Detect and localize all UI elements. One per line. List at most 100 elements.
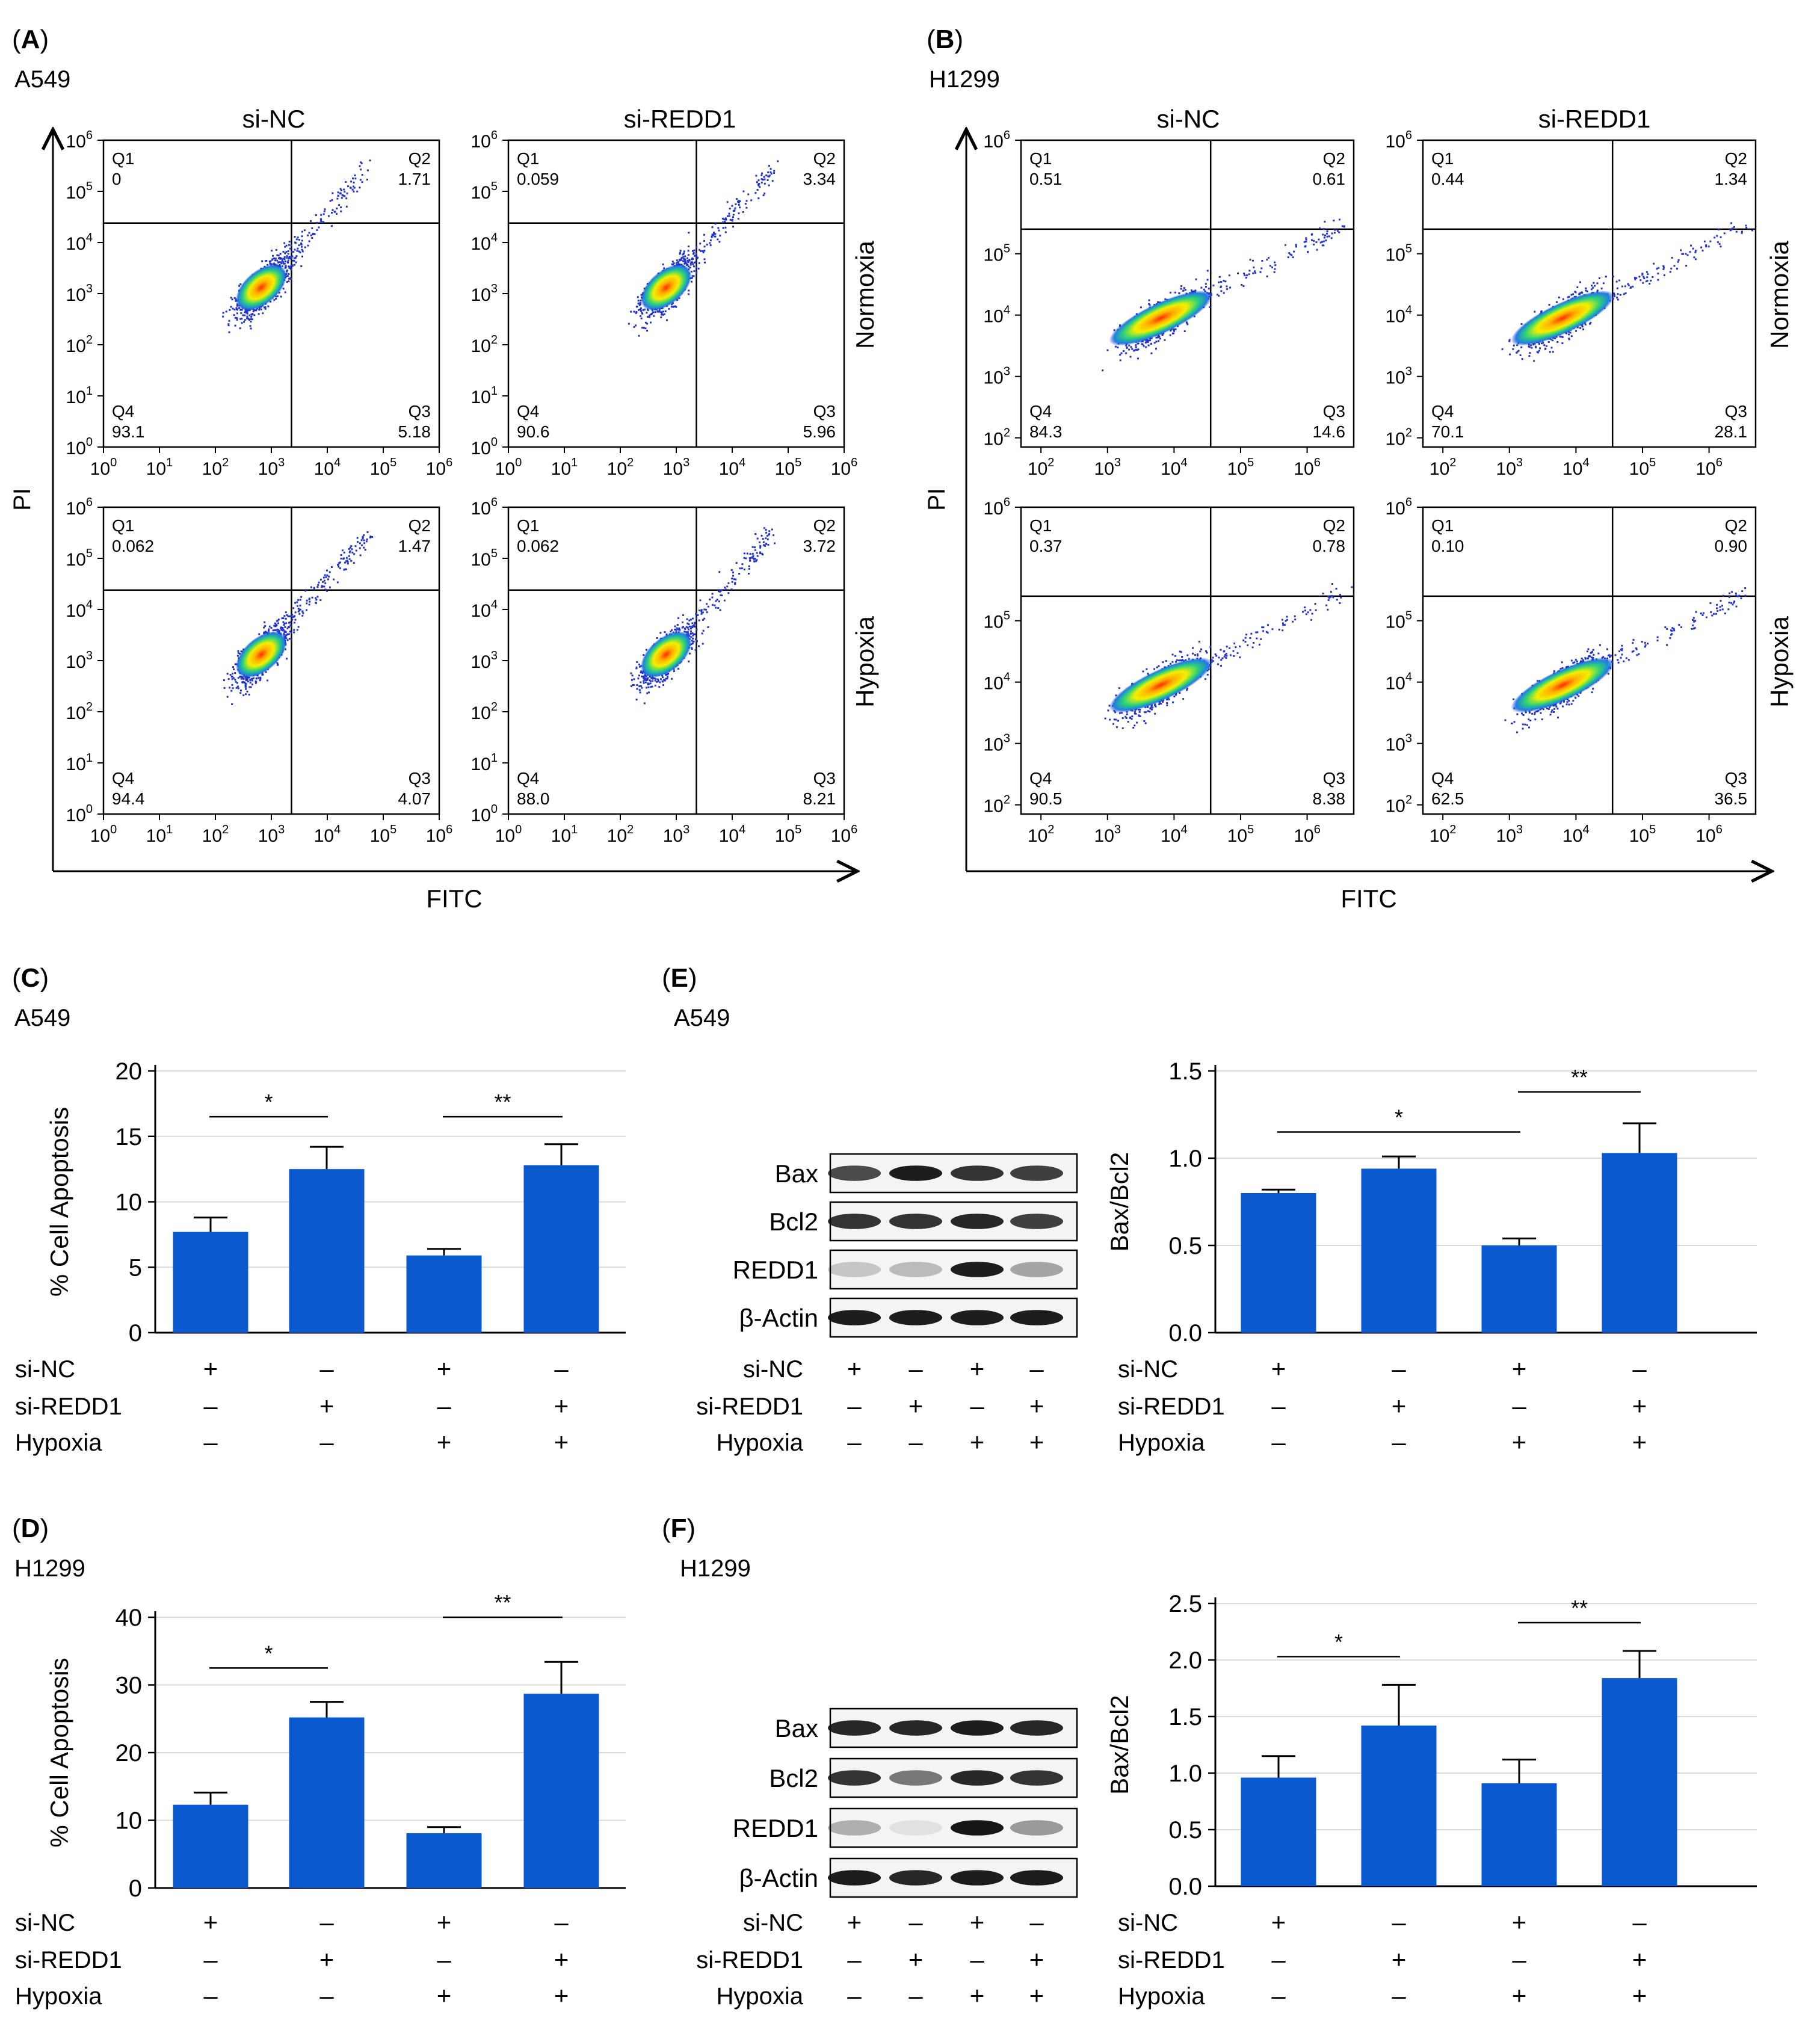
tick-base: 10 — [984, 430, 1004, 449]
event-dot — [1157, 336, 1159, 339]
event-dot — [245, 683, 247, 685]
event-dot — [1117, 346, 1119, 348]
event-dot — [720, 594, 722, 596]
event-dot — [640, 670, 643, 673]
event-dot — [353, 181, 355, 184]
tick-exponent: 2 — [222, 823, 229, 836]
event-dot — [334, 211, 336, 213]
event-dot — [662, 264, 664, 266]
event-dot — [757, 179, 760, 182]
event-dot — [640, 671, 642, 674]
event-dot — [715, 600, 717, 602]
event-dot — [729, 208, 731, 210]
event-dot — [363, 534, 365, 537]
event-dot — [754, 533, 757, 535]
event-dot — [630, 685, 632, 687]
tick-base: 10 — [471, 499, 491, 519]
event-dot — [330, 566, 333, 569]
tick-exponent: 1 — [86, 384, 93, 398]
tick-base: 10 — [984, 368, 1004, 388]
event-dot — [1554, 337, 1556, 339]
event-dot — [1528, 355, 1531, 357]
x-tick-label: 103 — [1094, 456, 1121, 479]
event-dot — [317, 584, 319, 586]
event-dot — [230, 689, 233, 692]
event-dot — [339, 192, 341, 194]
tick-exponent: 6 — [1314, 456, 1321, 469]
q2-value: 1.71 — [398, 170, 431, 188]
event-dot — [299, 599, 301, 601]
event-dot — [637, 302, 640, 304]
event-dot — [688, 259, 691, 262]
event-dot — [239, 283, 242, 286]
event-dot — [682, 256, 685, 258]
event-dot — [641, 312, 644, 315]
event-dot — [686, 264, 688, 267]
event-dot — [350, 560, 353, 562]
event-dot — [1322, 244, 1325, 247]
event-dot — [762, 538, 764, 540]
event-dot — [759, 551, 762, 554]
y-tick-label: 104 — [984, 304, 1011, 327]
event-dot — [340, 206, 342, 209]
event-dot — [288, 241, 291, 243]
event-dot — [249, 682, 251, 684]
event-dot — [638, 674, 640, 677]
event-dot — [684, 255, 686, 258]
event-dot — [285, 251, 288, 253]
event-dot — [764, 544, 767, 547]
event-dot — [285, 634, 288, 637]
event-dot — [697, 256, 699, 259]
event-dot — [1186, 323, 1189, 325]
tick-base: 10 — [663, 826, 683, 846]
event-dot — [275, 298, 277, 300]
event-dot — [242, 314, 244, 316]
x-tick-label: 100 — [90, 823, 117, 846]
event-dot — [235, 680, 237, 683]
panel-b-letter: (B) — [927, 25, 963, 54]
x-tick-label: 104 — [719, 456, 746, 479]
event-dot — [1206, 279, 1209, 281]
event-dot — [676, 262, 678, 264]
event-dot — [272, 629, 274, 632]
event-dot — [288, 267, 291, 269]
event-dot — [709, 242, 711, 244]
event-dot — [731, 205, 733, 207]
event-dot — [691, 277, 693, 279]
event-dot — [241, 676, 244, 679]
event-dot — [1155, 347, 1157, 350]
event-dot — [1585, 287, 1587, 289]
tick-base: 10 — [90, 826, 110, 846]
event-dot — [770, 168, 772, 170]
tick-base: 10 — [984, 245, 1004, 265]
event-dot — [738, 203, 740, 206]
tick-exponent: 6 — [1004, 129, 1010, 142]
event-dot — [352, 185, 354, 188]
event-dot — [318, 226, 320, 229]
event-dot — [712, 232, 715, 234]
event-dot — [338, 566, 340, 568]
event-dot — [288, 280, 290, 283]
event-dot — [696, 617, 698, 619]
event-dot — [282, 288, 285, 290]
event-dot — [286, 270, 288, 273]
q2-label: Q2 — [409, 516, 431, 535]
event-dot — [286, 255, 288, 258]
event-dot — [759, 186, 761, 188]
event-dot — [703, 245, 706, 248]
event-dot — [301, 248, 303, 251]
event-dot — [679, 253, 681, 255]
tick-base: 10 — [258, 459, 278, 479]
tick-base: 10 — [146, 459, 166, 479]
event-dot — [721, 589, 724, 591]
event-dot — [698, 262, 700, 264]
tick-base: 10 — [471, 183, 491, 203]
event-dot — [685, 626, 688, 628]
event-dot — [371, 536, 374, 538]
tick-exponent: 0 — [86, 803, 93, 816]
tick-exponent: 1 — [491, 751, 498, 765]
event-dot — [330, 225, 333, 227]
event-dot — [640, 310, 642, 312]
